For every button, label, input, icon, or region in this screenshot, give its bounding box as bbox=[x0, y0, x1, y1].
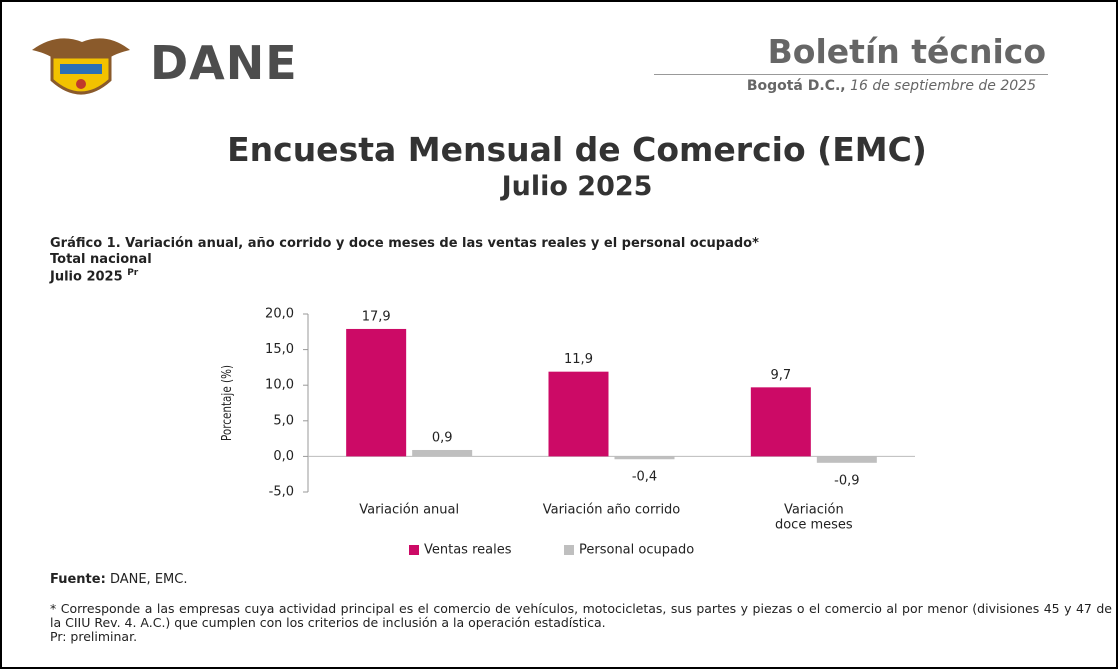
place: Bogotá D.C., bbox=[746, 78, 846, 94]
y-tick-label: 20,0 bbox=[265, 307, 294, 322]
y-tick-label: 15,0 bbox=[265, 342, 294, 357]
chart-subtitle: Total nacional bbox=[50, 252, 152, 267]
value-label: -0,4 bbox=[632, 470, 657, 485]
period: Julio 2025 bbox=[50, 269, 123, 285]
bar bbox=[816, 456, 877, 463]
footnote: * Corresponde a las empresas cuya activi… bbox=[50, 601, 1112, 630]
document-title: Encuesta Mensual de Comercio (EMC) bbox=[227, 130, 927, 169]
bar bbox=[750, 387, 811, 457]
period-note: Pr bbox=[127, 268, 139, 278]
x-tick-label: doce meses bbox=[775, 518, 853, 533]
logo-text: DANE bbox=[150, 36, 298, 90]
legend-swatch bbox=[564, 545, 574, 555]
value-label: 11,9 bbox=[564, 352, 593, 367]
legend-label: Ventas reales bbox=[424, 543, 512, 558]
value-label: 17,9 bbox=[362, 309, 391, 324]
source-label: Fuente: bbox=[50, 572, 106, 587]
rule bbox=[654, 74, 1048, 75]
bar bbox=[412, 449, 473, 457]
y-tick-label: 0,0 bbox=[273, 449, 294, 464]
source: Fuente: DANE, EMC. bbox=[50, 572, 187, 587]
chart-period: Julio 2025 Pr bbox=[50, 268, 138, 284]
y-tick-label: 10,0 bbox=[265, 378, 294, 393]
chart-title: Gráfico 1. Variación anual, año corrido … bbox=[50, 236, 759, 251]
y-tick-label: 5,0 bbox=[273, 413, 294, 428]
logo bbox=[32, 38, 130, 95]
value-label: 0,9 bbox=[432, 430, 453, 445]
date: 16 de septiembre de 2025 bbox=[850, 78, 1036, 94]
x-tick-label: Variación anual bbox=[359, 503, 459, 518]
legend-label: Personal ocupado bbox=[579, 543, 694, 558]
x-tick-label: Variación año corrido bbox=[543, 503, 681, 518]
bar bbox=[614, 456, 675, 460]
preliminary-note: Pr: preliminar. bbox=[50, 629, 138, 644]
document-subtitle: Julio 2025 bbox=[501, 171, 653, 202]
x-tick-label: Variación bbox=[784, 503, 844, 518]
footnotes: * Corresponde a las empresas cuya activi… bbox=[50, 602, 1112, 644]
value-label: -0,9 bbox=[834, 473, 859, 488]
legend-swatch bbox=[409, 545, 419, 555]
dateline: Bogotá D.C., 16 de septiembre de 2025 bbox=[747, 78, 1036, 94]
bar bbox=[346, 328, 407, 457]
source-text: DANE, EMC. bbox=[109, 572, 188, 587]
y-tick-label: -5,0 bbox=[269, 485, 294, 500]
y-axis-label: Porcentaje (%) bbox=[219, 365, 234, 441]
bar bbox=[548, 371, 609, 457]
value-label: 9,7 bbox=[770, 368, 791, 383]
bulletin-title: Boletín técnico bbox=[767, 32, 1046, 71]
